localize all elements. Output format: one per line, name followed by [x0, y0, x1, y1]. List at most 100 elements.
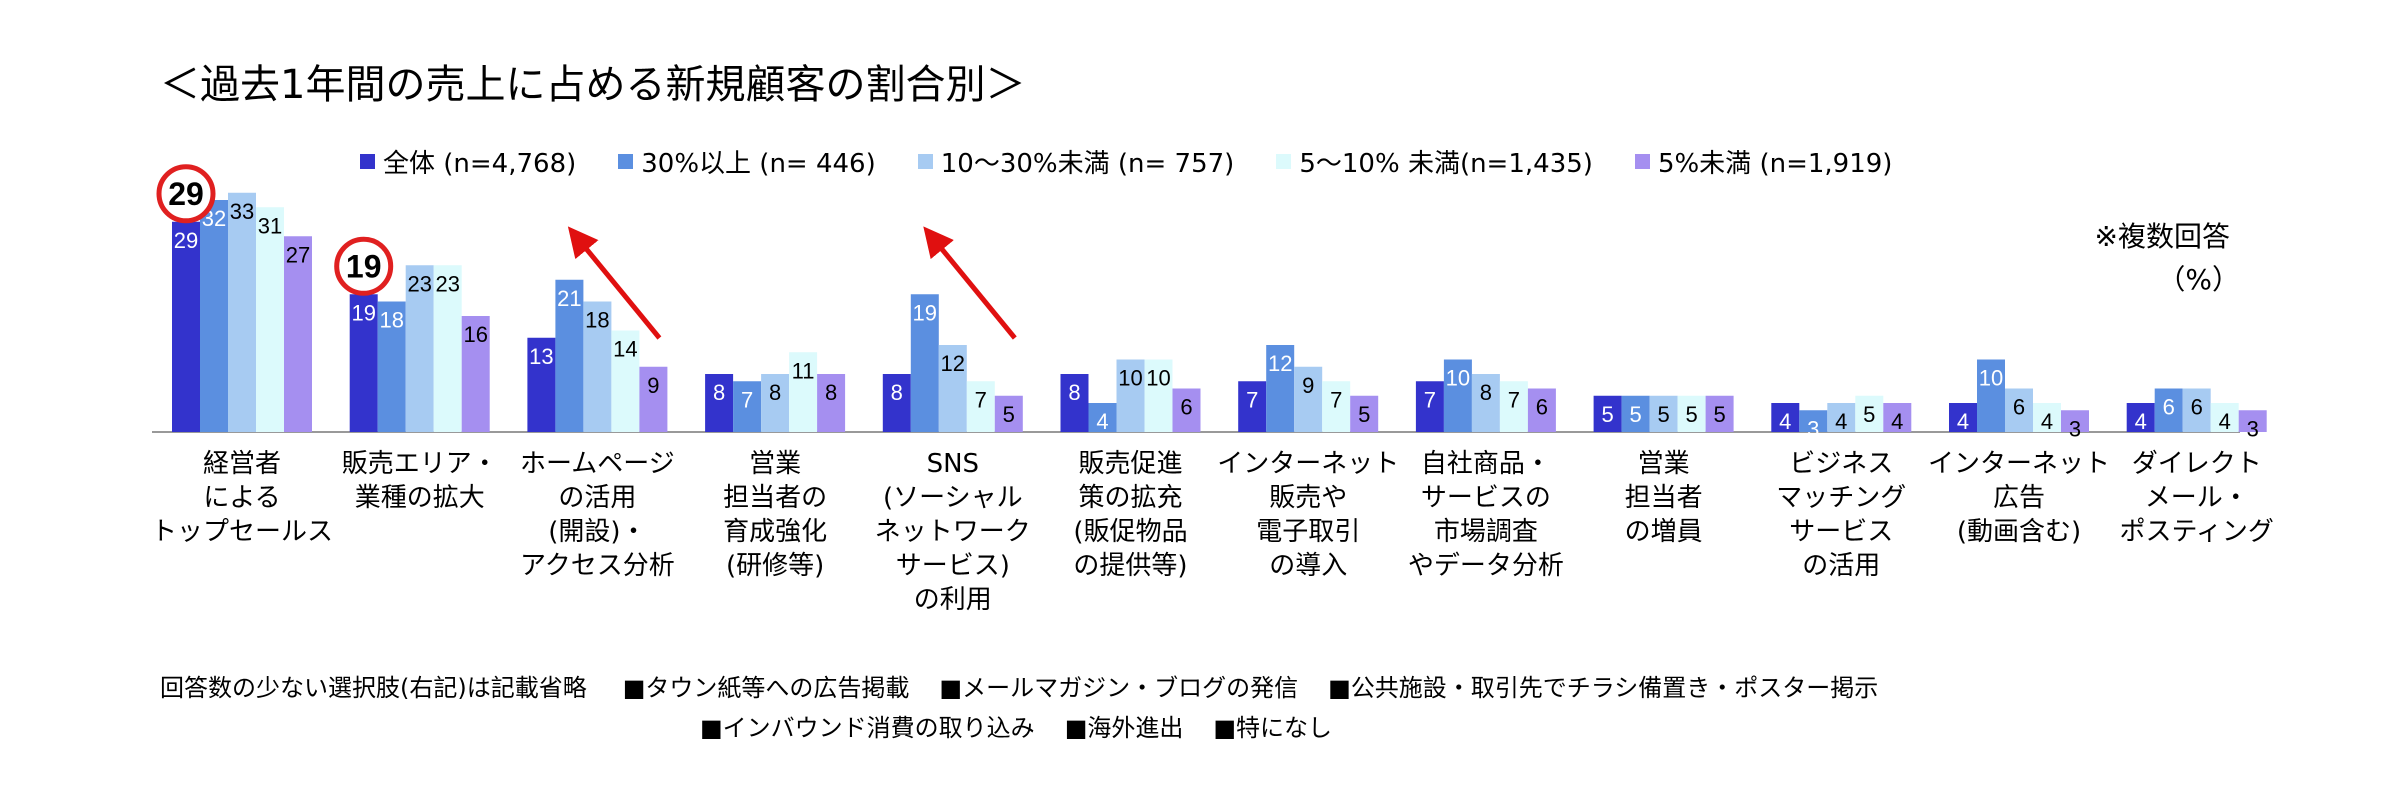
bar [1088, 403, 1117, 432]
data-label: 7 [975, 387, 987, 412]
bar [1799, 410, 1828, 432]
data-label: 18 [585, 308, 609, 333]
category-label: メール・ [2145, 483, 2249, 513]
category-label: SNS [927, 449, 979, 479]
legend-label: 10～30%未満 (n= 757) [940, 148, 1235, 179]
bar [256, 207, 284, 432]
category-label: インターネット [1217, 449, 1399, 479]
data-label: 8 [769, 380, 781, 405]
data-label: 19 [913, 300, 937, 325]
category-label: トップセールス [151, 517, 333, 547]
bar [583, 301, 612, 432]
category-label: 販売エリア・ [342, 449, 498, 479]
bar [1499, 381, 1528, 432]
bar [1060, 374, 1089, 432]
legend-label: 5～10% 未満(n=1,435) [1299, 148, 1593, 179]
bar [2238, 410, 2267, 432]
bar [994, 395, 1023, 432]
bar [1415, 381, 1444, 432]
data-label: 10 [1979, 366, 2003, 391]
data-label: 4 [1835, 409, 1847, 434]
category-label: 経営者 [203, 449, 281, 479]
bar [461, 316, 490, 432]
bar [1350, 395, 1379, 432]
bar [1771, 403, 1800, 432]
data-label: 5 [1685, 402, 1697, 427]
category-label: の提供等) [1073, 551, 1187, 581]
legend-label: 5%未満 (n=1,919) [1657, 148, 1893, 179]
legend-swatch [1276, 153, 1292, 169]
data-label: 4 [1096, 409, 1108, 434]
data-label: 5 [1629, 402, 1641, 427]
legend-item: 5%未満 (n=1,919) [1634, 143, 1893, 179]
data-label: 29 [174, 228, 198, 253]
category-label: 広告 [1993, 483, 2045, 513]
category-label: の活用 [558, 483, 636, 513]
data-label: 4 [2219, 409, 2231, 434]
legend-item: 30%以上 (n= 446) [618, 143, 876, 179]
data-label: 10 [1146, 366, 1170, 391]
omitted-option: ■インバウンド消費の取り込み [700, 714, 1035, 742]
category-label: 担当者 [1625, 483, 1703, 513]
bar [1238, 381, 1267, 432]
bar [172, 221, 200, 432]
bar [1677, 395, 1706, 432]
legend-item: 5～10% 未満(n=1,435) [1276, 143, 1593, 179]
category-label: 販売や [1269, 483, 1347, 513]
category-label: 策の拡充 [1078, 483, 1182, 513]
bar [1471, 374, 1500, 432]
footer-note: 回答数の少ない選択肢(右記)は記載省略 ■タウン紙等への広告掲載 ■メールマガジ… [160, 668, 1908, 748]
category-label: による [203, 483, 280, 513]
data-label: 8 [891, 380, 903, 405]
data-label: 12 [941, 351, 965, 376]
data-label: 19 [351, 300, 375, 325]
category-label: の利用 [914, 585, 992, 615]
data-label: 13 [529, 344, 553, 369]
data-label: 21 [557, 286, 581, 311]
data-label: 6 [2163, 395, 2175, 420]
bar [228, 192, 256, 432]
bar [611, 330, 640, 432]
data-label: 11 [792, 358, 815, 383]
data-label: 14 [613, 337, 637, 362]
data-label: 9 [1302, 373, 1314, 398]
category-label: ダイレクト [2132, 449, 2262, 479]
bar [2210, 403, 2239, 432]
highlight-value: 29 [168, 176, 204, 212]
category-label: (販促物品 [1073, 517, 1187, 547]
category-label: 自社商品・ [1421, 449, 1551, 479]
bar [1621, 395, 1650, 432]
data-label: 8 [713, 380, 725, 405]
data-label: 3 [2069, 416, 2081, 441]
category-label: 販売促進 [1078, 449, 1182, 479]
data-label: 23 [407, 271, 431, 296]
bar [639, 366, 668, 432]
bar [789, 352, 818, 432]
highlight-circle [156, 164, 216, 224]
bar [761, 374, 790, 432]
legend-label: 30%以上 (n= 446) [641, 148, 876, 179]
data-label: 7 [1508, 387, 1520, 412]
data-label: 8 [1068, 380, 1080, 405]
bar [1322, 381, 1351, 432]
data-label: 16 [463, 322, 487, 347]
omitted-option: ■公共施設・取引先でチラシ備置き・ポスター掲示 [1328, 674, 1879, 702]
category-label: の導入 [1269, 551, 1347, 581]
category-label: (開設)・ [548, 517, 646, 547]
bar [1266, 345, 1295, 432]
data-label: 5 [1003, 402, 1015, 427]
bar [1172, 388, 1201, 432]
bar [2005, 388, 2033, 432]
data-label: 6 [2013, 395, 2025, 420]
data-label: 7 [1330, 387, 1342, 412]
bar [1949, 403, 1977, 432]
omitted-option: ■特になし [1213, 714, 1333, 742]
category-label: サービスの [1421, 483, 1551, 513]
omitted-option: ■タウン紙等への広告掲載 [622, 674, 910, 702]
category-label: サービス) [896, 551, 1010, 581]
bar [1855, 395, 1884, 432]
category-label: 業種の拡大 [355, 483, 485, 513]
data-label: 5 [1657, 402, 1669, 427]
omitted-option: ■海外進出 [1064, 714, 1184, 742]
